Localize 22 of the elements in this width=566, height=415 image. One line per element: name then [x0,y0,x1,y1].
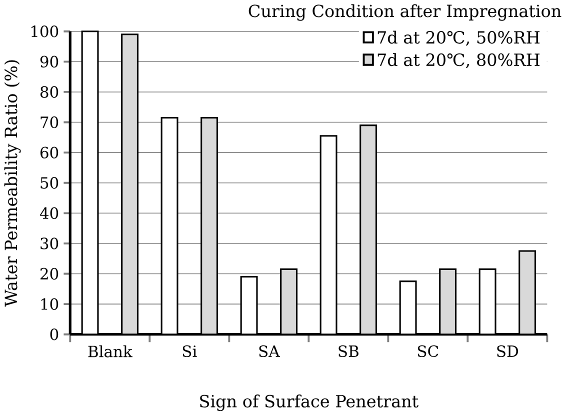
y-tick-label: 80 [40,86,58,98]
x-tick-label: SA [259,345,280,357]
y-tick-label: 50 [40,176,58,189]
y-tick-label: 60 [40,146,58,158]
y-tick-label: 70 [40,116,58,128]
x-tick-label: Si [182,345,197,357]
x-tick-label: SD [497,345,518,357]
y-tick-label: 20 [40,268,58,280]
y-tick-label: 0 [50,328,58,340]
x-tick-label: SB [338,345,358,357]
legend-label: 7d at 20℃, 80%RH [378,52,540,68]
legend-title: Curing Condition after Impregnation [248,4,562,21]
y-tick-label: 10 [41,298,58,310]
x-tick-label: SC [418,345,438,357]
x-tick-label: Blank [88,345,132,358]
x-axis-title: Sign of Surface Penetrant [200,394,418,411]
legend-label: 7d at 20℃, 50%RH [378,30,540,46]
y-axis-title: Water Permeability Ratio (%) [4,60,21,307]
y-tick-label: 40 [40,207,58,219]
y-tick-label: 30 [40,237,58,250]
y-tick-label: 90 [40,56,58,68]
y-tick-label: 100 [31,25,58,38]
